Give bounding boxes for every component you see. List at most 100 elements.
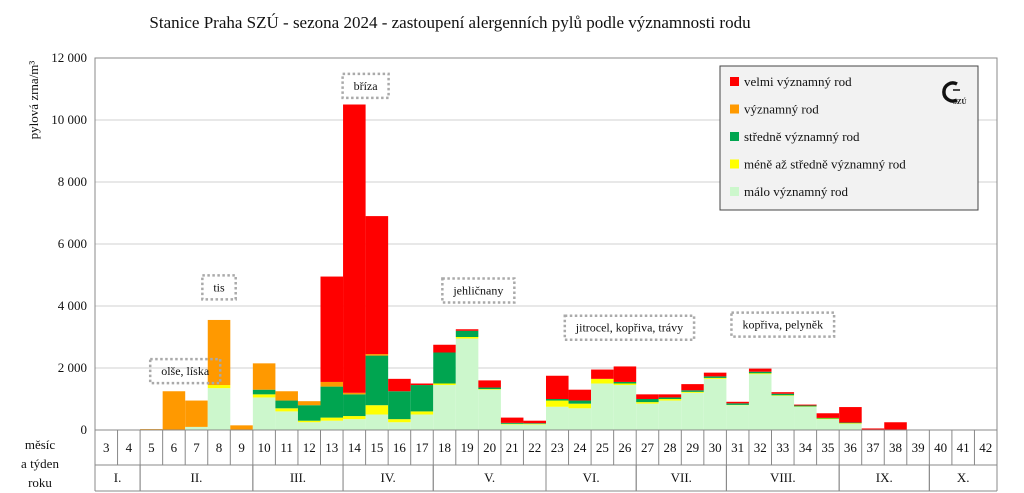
annotation-label: jehličnany — [452, 284, 503, 298]
bar-segment — [275, 408, 298, 412]
logo-text: SZÚ — [953, 98, 967, 106]
x-tick-label: 30 — [709, 440, 722, 455]
x-tick-label: 41 — [957, 440, 970, 455]
bar-segment — [365, 216, 389, 355]
bar-segment — [252, 389, 276, 395]
bar-segment — [185, 400, 208, 427]
bar-segment — [568, 408, 592, 430]
x-axis-title-line: roku — [28, 475, 52, 490]
x-tick-label: 3 — [103, 440, 110, 455]
bar-segment — [207, 319, 231, 386]
bar-segment — [455, 329, 479, 331]
bar-segment — [455, 330, 479, 337]
x-tick-label: 29 — [686, 440, 699, 455]
bar-segment — [613, 381, 637, 384]
x-tick-label: 14 — [348, 440, 362, 455]
bar-segment — [252, 397, 276, 430]
bar-segment — [433, 383, 456, 386]
bar-segment — [568, 400, 592, 404]
annotations: olše, líska tis bříza jehličnany jitrocel, k… — [148, 72, 836, 385]
month-label: X. — [957, 470, 970, 485]
bar-segment — [523, 423, 546, 424]
y-tick-label: 12 000 — [51, 50, 87, 65]
legend-label: významný rod — [744, 102, 819, 117]
y-axis-ticks: 0 2 000 4 000 6 000 8 000 10 000 12 000 — [51, 50, 87, 437]
x-tick-label: 40 — [934, 440, 947, 455]
bar-segment — [636, 394, 659, 399]
bar-segment — [433, 344, 456, 353]
bar-segment — [568, 389, 592, 401]
x-tick-label: 25 — [596, 440, 609, 455]
x-tick-label: 26 — [618, 440, 632, 455]
x-tick-label: 23 — [551, 440, 564, 455]
bar-segment — [794, 406, 817, 430]
y-axis-title: pylová zrna/m³ — [26, 61, 41, 140]
bar-segment — [343, 392, 366, 395]
bar-segment — [433, 385, 456, 430]
bar-segment — [388, 422, 411, 430]
x-tick-label: 6 — [171, 440, 178, 455]
month-label: III. — [290, 470, 306, 485]
x-tick-label: 37 — [866, 440, 880, 455]
month-label: VII. — [671, 470, 692, 485]
bar-segment — [275, 411, 298, 430]
bar-segment — [478, 387, 501, 390]
x-axis-title: měsíc a týden roku — [21, 437, 59, 490]
bar-segment — [478, 389, 501, 430]
x-tick-label: 17 — [415, 440, 429, 455]
bar-segment — [252, 394, 276, 398]
bar-segment — [297, 405, 321, 421]
bar-segment — [500, 424, 524, 430]
x-tick-label: 8 — [216, 440, 223, 455]
x-axis-title-line: měsíc — [25, 437, 56, 452]
bar-segment — [343, 419, 366, 430]
annotation-box — [201, 274, 237, 301]
bar-segment — [794, 404, 817, 406]
bar-segment — [658, 400, 682, 430]
bar-segment — [613, 366, 637, 382]
bar-segment — [726, 403, 749, 405]
bar-segment — [613, 385, 637, 430]
annotation-box — [441, 277, 516, 304]
bar-segment — [320, 386, 344, 418]
bar-segment — [365, 354, 389, 356]
bar-segment — [816, 418, 840, 420]
bar-segment — [794, 405, 817, 407]
bar-segment — [703, 372, 727, 377]
bar-segment — [546, 399, 569, 401]
bar-segment — [410, 411, 434, 415]
bar-segment — [365, 355, 389, 406]
bar-segment — [410, 385, 434, 412]
month-label: II. — [191, 470, 203, 485]
y-tick-label: 2 000 — [58, 360, 87, 375]
y-tick-label: 4 000 — [58, 298, 87, 313]
bar-segment — [658, 399, 682, 401]
x-tick-label: 21 — [506, 440, 519, 455]
x-tick-label: 20 — [483, 440, 496, 455]
x-tick-label: 9 — [238, 440, 245, 455]
legend-box — [719, 65, 979, 211]
legend-swatch — [730, 187, 739, 196]
x-tick-label: 35 — [821, 440, 834, 455]
szu-logo: SZÚ — [942, 81, 967, 106]
bar-segment — [636, 403, 659, 430]
month-label: IV. — [381, 470, 396, 485]
bar-segment — [410, 383, 434, 386]
legend-label: velmi významný rod — [744, 74, 852, 89]
bar-segment — [771, 395, 795, 430]
bar-segment — [320, 381, 344, 387]
bar-segment — [658, 394, 682, 398]
bar-segment — [748, 373, 772, 375]
bar-segment — [365, 414, 389, 430]
x-tick-label: 16 — [393, 440, 407, 455]
annotation-label: tis — [213, 280, 225, 294]
x-tick-label: 7 — [193, 440, 200, 455]
bar-segment — [297, 420, 321, 423]
bar-segment — [839, 423, 862, 424]
bar-segment — [591, 383, 614, 430]
annotation-box — [563, 314, 696, 341]
bar-segment — [162, 391, 186, 430]
bar-segment — [275, 391, 298, 401]
bar-segment — [388, 378, 411, 392]
bar-segment — [500, 417, 524, 423]
